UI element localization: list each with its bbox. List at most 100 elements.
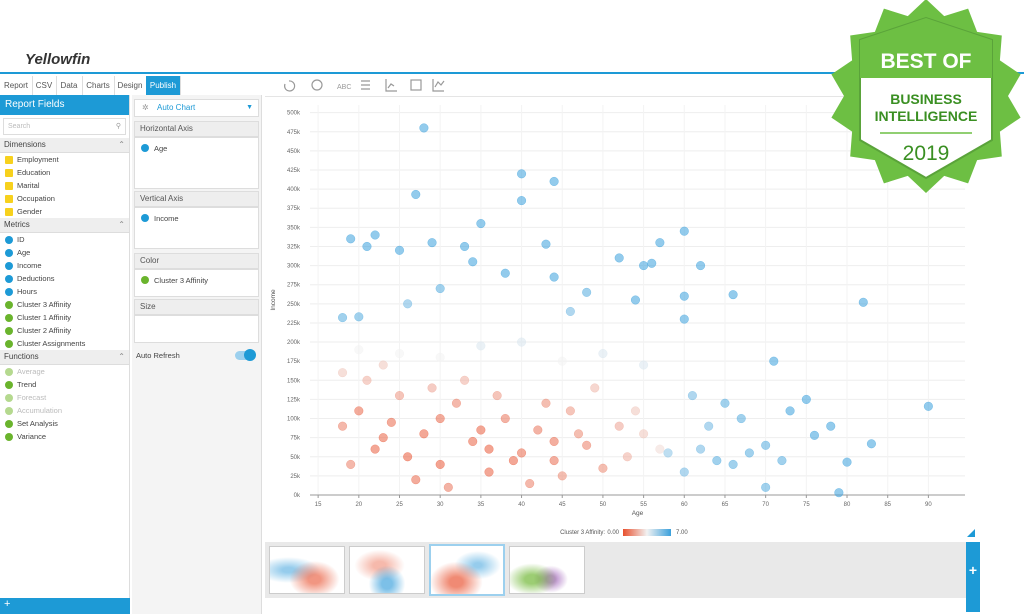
point <box>728 290 738 300</box>
section-header[interactable]: Metrics <box>0 218 129 233</box>
section-header[interactable]: Dimensions <box>0 138 129 153</box>
list-icon[interactable] <box>361 80 370 90</box>
x-tick-label: 40 <box>518 502 525 508</box>
field-item[interactable]: Cluster 2 Affinity <box>0 324 129 337</box>
tab[interactable]: Design <box>114 76 147 95</box>
settings-icon[interactable] <box>311 79 323 91</box>
chart-icon[interactable] <box>432 79 445 92</box>
point <box>411 189 421 200</box>
point <box>435 283 445 294</box>
tab[interactable]: CSV <box>32 76 57 95</box>
x-tick-label: 50 <box>600 502 607 508</box>
image-icon[interactable] <box>410 79 422 91</box>
badge-year: 2019 <box>903 142 950 165</box>
field-label: Cluster 2 Affinity <box>17 326 72 335</box>
point <box>761 440 771 450</box>
point <box>517 169 527 179</box>
tab[interactable]: Report <box>0 76 33 95</box>
point <box>639 261 649 271</box>
point <box>622 452 632 462</box>
point <box>704 421 714 431</box>
point <box>427 238 437 248</box>
field-item[interactable]: Average <box>0 365 129 378</box>
field-item[interactable]: Accumulation <box>0 404 129 417</box>
badge-title: BEST OF <box>880 50 971 73</box>
point <box>370 230 380 240</box>
thumbnail[interactable] <box>269 546 345 594</box>
toggle[interactable] <box>235 349 256 361</box>
field-item[interactable]: Forecast <box>0 391 129 404</box>
point <box>639 360 649 370</box>
field-item[interactable]: Set Analysis <box>0 417 129 430</box>
thumbnail[interactable] <box>349 546 425 594</box>
field-item[interactable]: Age <box>0 246 129 259</box>
abc-icon[interactable]: ABC <box>337 84 351 91</box>
field-item[interactable]: Gender <box>0 205 129 218</box>
y-axis-label: Income <box>270 289 277 311</box>
section-header[interactable]: Functions <box>0 350 129 365</box>
thumbnail[interactable] <box>429 544 505 596</box>
field-icon <box>5 275 13 283</box>
chart-type-dropdown[interactable]: ✲ Auto Chart ▼ <box>134 99 259 117</box>
drop-zone[interactable]: Income <box>134 207 259 249</box>
y-tick-label: 500k <box>287 111 301 117</box>
undo-icon[interactable] <box>284 80 296 92</box>
add-thumbnail[interactable]: + <box>966 542 980 612</box>
field-label: Average <box>17 367 45 376</box>
point <box>679 291 689 301</box>
point <box>582 287 592 297</box>
point <box>639 429 649 439</box>
field-item[interactable]: Education <box>0 166 129 179</box>
field-item[interactable]: Cluster 3 Affinity <box>0 298 129 311</box>
field-item[interactable]: Cluster 1 Affinity <box>0 311 129 324</box>
point <box>736 413 746 424</box>
drop-zone[interactable]: Cluster 3 Affinity <box>134 269 259 297</box>
search-icon[interactable]: ⚲ <box>115 123 121 130</box>
add-button[interactable]: + <box>0 598 130 614</box>
point <box>630 406 641 416</box>
drop-zone[interactable]: Age <box>134 137 259 189</box>
drop-zone[interactable] <box>134 315 259 343</box>
field-item[interactable]: ID <box>0 233 129 246</box>
y-tick-label: 125k <box>287 397 301 403</box>
point <box>419 123 429 133</box>
field-item[interactable]: Marital <box>0 179 129 192</box>
field-label: Education <box>17 168 51 177</box>
tab[interactable]: Charts <box>82 76 115 95</box>
point <box>435 459 445 469</box>
panel-title: Report Fields <box>0 95 129 115</box>
axis-icon[interactable] <box>385 79 397 92</box>
field-item[interactable]: Employment <box>0 153 129 166</box>
x-tick-label: 65 <box>722 502 729 508</box>
point <box>744 448 754 458</box>
x-tick-label: 60 <box>681 502 688 508</box>
point <box>378 433 388 443</box>
logo[interactable]: Yellowfin <box>25 51 91 68</box>
chart: 0k 25k 50k 75k 100k 125k 150k 175k 200k 225k 250k 2… <box>270 105 975 537</box>
point <box>346 459 356 469</box>
field-item[interactable]: Occupation <box>0 192 129 205</box>
field-label: Set Analysis <box>17 419 58 428</box>
thumbnail[interactable] <box>509 546 585 594</box>
field-item[interactable]: Variance <box>0 430 129 443</box>
x-tick-label: 75 <box>803 502 810 508</box>
point <box>679 467 689 477</box>
x-tick-label: 45 <box>559 502 566 508</box>
point <box>728 459 738 469</box>
field-label: Age <box>17 248 31 257</box>
field-item[interactable]: Trend <box>0 378 129 391</box>
tab[interactable]: Data <box>56 76 83 95</box>
field-item[interactable]: Cluster Assignments <box>0 337 129 350</box>
tab[interactable]: Publish <box>146 76 181 95</box>
field: Income <box>154 214 179 223</box>
field-item[interactable]: Income <box>0 259 129 272</box>
point <box>508 456 518 466</box>
point <box>598 348 608 359</box>
field-item[interactable]: Deductions <box>0 272 129 285</box>
x-tick-label: 80 <box>844 502 851 508</box>
search-box[interactable]: Search ⚲ <box>3 118 126 135</box>
field-item[interactable]: Hours <box>0 285 129 298</box>
y-tick-label: 0k <box>294 493 301 499</box>
point <box>614 421 624 431</box>
field-icon <box>5 249 13 257</box>
